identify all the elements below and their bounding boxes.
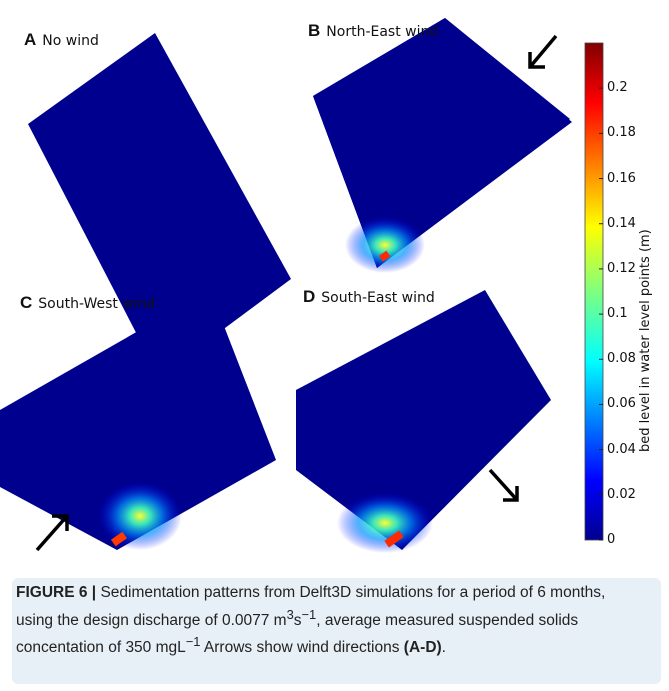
figure-number: FIGURE 6 | [16,584,97,601]
caption-text-1: Sedimentation patterns from Delft3D simu… [16,584,606,629]
panel-d-deposit [384,530,404,548]
caption-sup-2: −1 [301,606,317,622]
colorbar-tick-label: 0.06 [607,396,636,412]
panel-d [296,290,551,553]
colorbar-tick-label: 0 [607,532,616,547]
caption-box [12,578,661,684]
panel-b-deposit [379,250,391,262]
panel-a-basin-shape [28,33,291,377]
figure-caption: FIGURE 6 | Sedimentation patterns from D… [16,582,641,659]
panel-d-title: South-East wind [321,290,435,306]
colorbar-tick-label: 0.14 [607,215,636,231]
panel-c-letter: C [20,293,33,312]
panel-d-wind-arrow [488,468,519,502]
colorbar-tick-label: 0.12 [607,260,636,276]
panel-b-title: North-East wind [326,24,439,40]
caption-text-4: Arrows show wind directions [200,639,404,657]
panel-c-basin-shape [0,290,276,550]
panel-a-title: No wind [42,33,99,49]
colorbar-tick-label: 0.04 [607,441,636,457]
panel-c-deposit [110,531,128,547]
panel-b-wind-arrowhead [528,52,545,69]
colorbar [584,42,604,541]
colorbar-tick-label: 0.08 [607,351,636,367]
panel-b-basin-fill [313,18,570,268]
panel-b-wind-arrow [528,34,558,69]
panel-c-title: South-West wind [38,296,156,312]
panel-a-label: A No wind [24,30,99,50]
colorbar-tick-label: 0.02 [607,486,636,502]
panel-d-basin-shape [296,290,551,550]
panel-b-plume [345,217,425,273]
colorbar-tick-label: 0.2 [607,80,628,96]
panel-b [313,18,572,273]
caption-panel-ref: (A-D) [403,639,442,657]
panel-b-label: B North-East wind [308,21,438,41]
panel-d-label: D South-East wind [303,287,435,307]
caption-text-3: , average measured suspended solids conc… [16,611,579,657]
panel-c-wind-arrowhead [52,514,69,531]
panel-a-letter: A [24,30,37,49]
panel-c-plume [98,482,182,550]
colorbar-title: bed level in water level points (m) [638,229,653,452]
colorbar-ticks [599,87,603,541]
panel-c-label: C South-West wind [20,293,155,313]
colorbar-tick-label: 0.18 [607,125,636,141]
caption-text-2: s [293,611,302,629]
panel-d-wind-arrowhead [503,486,519,502]
caption-sup-3: −1 [185,634,201,650]
sedimentation-figure [0,18,604,553]
colorbar-gradient [584,42,604,541]
panel-b-letter: B [308,21,321,40]
caption-text-5: . [441,639,446,657]
panel-d-plume [337,493,433,553]
colorbar-tick-label: 0.1 [607,306,628,322]
colorbar-tick-label: 0.16 [607,170,636,186]
panel-c-wind-arrow [35,514,69,552]
caption-sup-1: 3 [286,606,294,622]
panel-c [0,290,276,552]
panel-d-letter: D [303,287,316,306]
